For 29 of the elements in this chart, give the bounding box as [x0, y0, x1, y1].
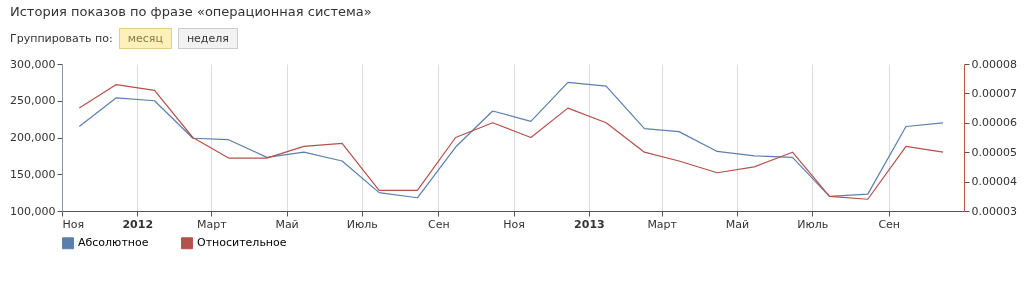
x-tick-label: Сен: [428, 217, 450, 231]
y-tick-label: 100,000: [10, 204, 56, 218]
y2-tick-label: 0.00004: [971, 175, 1017, 189]
x-tick-label: Июль: [346, 217, 378, 231]
chart-title: История показов по фразе «операционная система»: [10, 4, 372, 19]
toggle-button: неделя: [177, 28, 238, 49]
y2-tick-label: 0.00005: [971, 145, 1017, 159]
x-tick-label: Март: [196, 217, 228, 231]
y-tick-label: 300,000: [10, 57, 56, 71]
y-tick-label: 250,000: [10, 94, 56, 108]
legend-label: Относительное: [197, 236, 287, 250]
x-tick-label: Ноя: [62, 217, 85, 231]
x-tick-label: Май: [275, 217, 299, 231]
x-tick-label: Июль: [797, 217, 829, 231]
y2-tick-label: 0.00007: [971, 86, 1017, 100]
y2-tick-label: 0.00008: [971, 57, 1017, 71]
x-tick-label: Март: [647, 217, 678, 231]
x-tick-label: Сен: [878, 217, 901, 231]
x-tick-label: 2013: [574, 217, 605, 231]
toggle-button: месяц: [118, 28, 172, 49]
text: Группировать по:: [10, 32, 113, 45]
x-tick-label: 2012: [122, 217, 154, 231]
legend-label: Абсолютное: [78, 236, 149, 250]
y-tick-label: 200,000: [10, 131, 56, 144]
x-tick-label: Май: [725, 217, 750, 231]
x-tick-label: Ноя: [503, 217, 525, 231]
y2-tick-label: 0.00003: [971, 204, 1017, 218]
y-tick-label: 150,000: [10, 167, 56, 181]
y2-tick-label: 0.00006: [971, 116, 1017, 130]
